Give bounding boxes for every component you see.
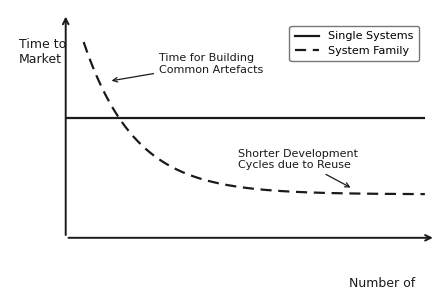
Text: Time for Building
Common Artefacts: Time for Building Common Artefacts: [113, 53, 263, 82]
Text: Time to
Market: Time to Market: [19, 38, 66, 66]
Text: Number of
Different Systems: Number of Different Systems: [325, 277, 438, 290]
Legend: Single Systems, System Family: Single Systems, System Family: [290, 26, 419, 61]
Text: Shorter Development
Cycles due to Reuse: Shorter Development Cycles due to Reuse: [238, 149, 358, 187]
